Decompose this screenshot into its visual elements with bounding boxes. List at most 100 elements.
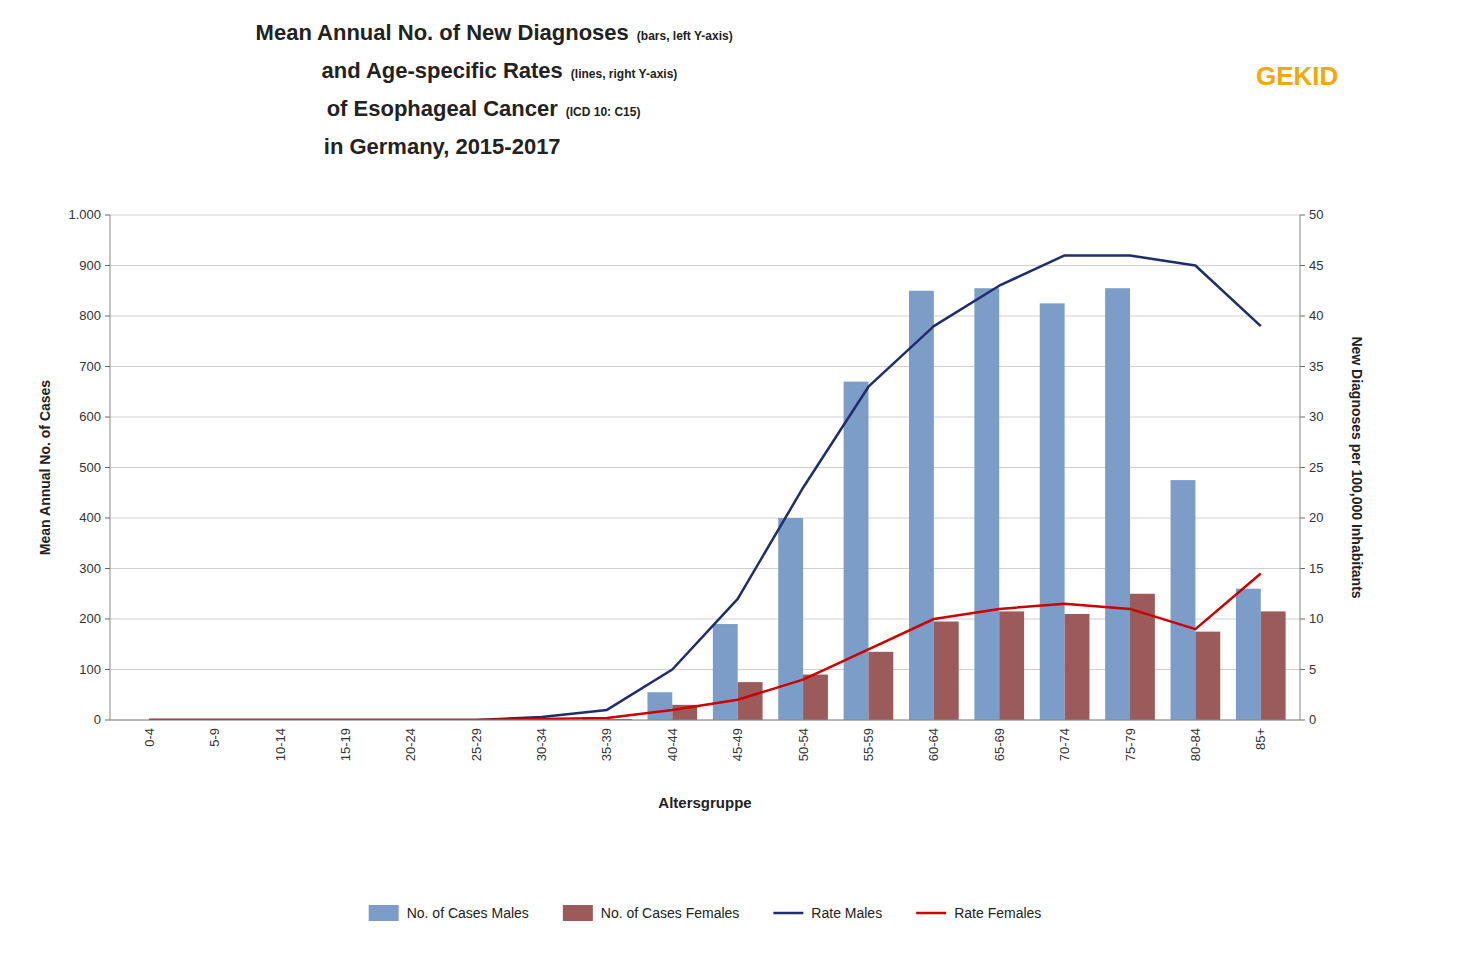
rate-line [149,574,1261,720]
title-note: (lines, right Y-axis) [571,67,677,81]
x-tick-label: 50-54 [796,728,811,761]
title-note: (ICD 10: C15) [566,105,641,119]
bar [844,382,869,720]
x-tick-label: 35-39 [599,728,614,761]
y-tick [105,619,110,620]
y-tick [105,669,110,670]
x-tick-label: 70-74 [1057,728,1072,761]
bar [713,624,738,720]
y-tick-label: 700 [79,359,101,374]
y-axis-line [110,215,111,720]
y2-tick-label: 25 [1309,460,1323,475]
y2-tick-label: 15 [1309,561,1323,576]
x-tick-label: 55-59 [861,728,876,761]
y2-axis-line [1300,215,1301,720]
y2-tick-label: 10 [1309,611,1323,626]
y-tick-label: 1.000 [68,207,101,222]
grid-line [110,215,1300,216]
legend-item: No. of Cases Males [369,905,529,921]
y2-tick [1300,467,1305,468]
y-tick-label: 300 [79,561,101,576]
y-tick-label: 400 [79,510,101,525]
y2-tick [1300,669,1305,670]
legend-swatch [563,905,593,921]
grid-line [110,265,1300,266]
y2-tick [1300,619,1305,620]
y-tick [105,720,110,721]
legend-swatch [773,912,803,915]
y-tick [105,467,110,468]
y-tick [105,568,110,569]
y2-tick-label: 35 [1309,359,1323,374]
legend-item: No. of Cases Females [563,905,740,921]
y2-tick [1300,417,1305,418]
grid-line [110,720,1300,721]
y-tick [105,518,110,519]
title-line: Mean Annual No. of New Diagnoses [256,20,629,45]
y2-tick-label: 5 [1309,662,1316,677]
x-tick-label: 85+ [1253,728,1268,750]
y2-axis-title: New Diagnoses per 100,000 Inhabitants [1349,336,1365,598]
title-line: in Germany, 2015-2017 [324,134,561,159]
y2-tick [1300,316,1305,317]
x-tick-label: 65-69 [992,728,1007,761]
x-tick-label: 80-84 [1188,728,1203,761]
x-tick-label: 75-79 [1123,728,1138,761]
legend-item: Rate Females [916,905,1041,921]
bar [909,291,934,720]
bar [999,611,1024,720]
title-line: of Esophageal Cancer [327,96,559,121]
title-line: and Age-specific Rates [322,58,563,83]
y2-tick [1300,265,1305,266]
title-note: (bars, left Y-axis) [637,29,733,43]
bar [974,288,999,720]
y-tick [105,215,110,216]
rate-line [149,255,1261,720]
bar [1171,480,1196,720]
bar [868,652,893,720]
y-tick-label: 100 [79,662,101,677]
chart-canvas: Mean Annual No. of New Diagnoses (bars, l… [0,0,1474,958]
legend-swatch [369,905,399,921]
x-tick-label: 15-19 [338,728,353,761]
bar [803,675,828,720]
grid [110,215,1300,720]
legend-item: Rate Males [773,905,882,921]
y2-tick-label: 20 [1309,510,1323,525]
x-tick-label: 45-49 [730,728,745,761]
x-tick-label: 5-9 [207,728,222,747]
bar [1040,303,1065,720]
y2-tick [1300,568,1305,569]
x-tick-label: 30-34 [534,728,549,761]
y2-tick-label: 50 [1309,207,1323,222]
bar [647,692,672,720]
y-axis-title: Mean Annual No. of Cases [37,380,53,556]
bar [934,622,959,720]
legend-swatch [916,912,946,915]
y-tick-label: 900 [79,258,101,273]
bar [1195,632,1220,720]
bar [1261,611,1286,720]
legend-label: No. of Cases Males [407,905,529,921]
x-tick-label: 60-64 [926,728,941,761]
bar [1105,288,1130,720]
y-tick [105,316,110,317]
y2-tick-label: 30 [1309,409,1323,424]
y2-tick [1300,720,1305,721]
bar [778,518,803,720]
plot-area [149,255,1285,720]
x-axis-line [110,720,1300,721]
y-tick [105,366,110,367]
y-tick [105,265,110,266]
x-axis-title: Altersgruppe [658,794,751,811]
x-tick-label: 10-14 [273,728,288,761]
y-tick-label: 200 [79,611,101,626]
y2-tick-label: 0 [1309,712,1316,727]
y-tick-label: 0 [94,712,101,727]
legend-label: No. of Cases Females [601,905,740,921]
legend: No. of Cases Males No. of Cases Females Ra… [369,905,1042,921]
legend-label: Rate Females [954,905,1041,921]
x-tick-label: 40-44 [665,728,680,761]
logo-text: GEKID [1256,61,1338,91]
bar-series [607,594,1286,720]
